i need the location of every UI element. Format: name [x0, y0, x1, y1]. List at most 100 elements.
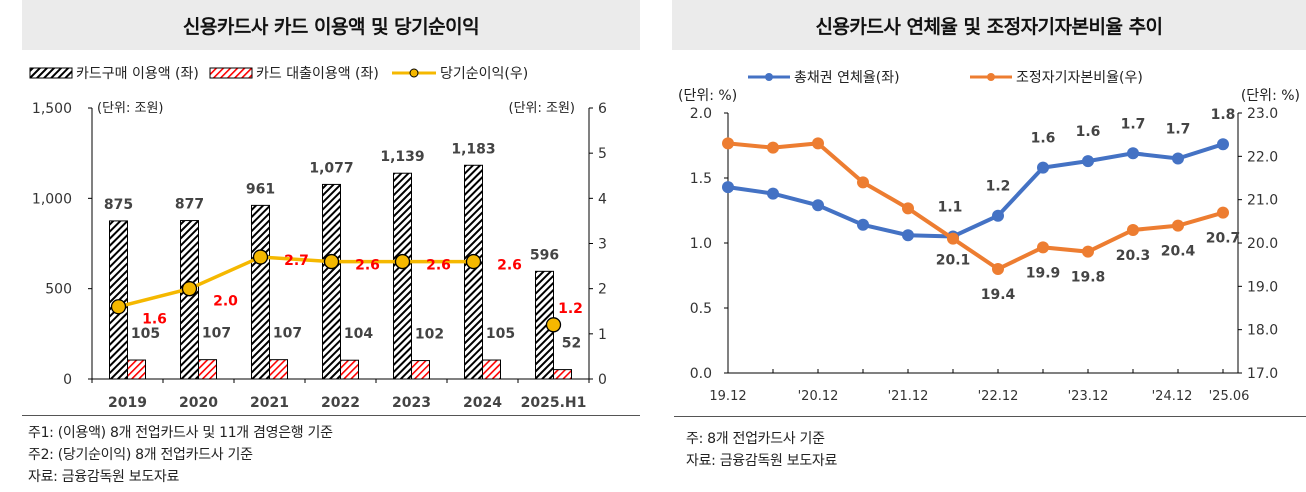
capital-ratio-point: [767, 141, 779, 154]
bar-loan: [553, 369, 572, 380]
right-tick-label: 23.0: [1247, 106, 1278, 122]
income-line: [118, 255, 474, 309]
capital-ratio-point: [812, 137, 824, 150]
capital-ratio-label: 20.7: [1206, 231, 1241, 247]
note-1: 주: 8개 전업카드사 기준: [686, 431, 825, 447]
capital-ratio-label: 20.4: [1161, 244, 1196, 260]
delinquency-point: [722, 181, 734, 194]
right-tick-label: 6: [598, 101, 607, 117]
x-tick-label: 2025.H1: [521, 395, 587, 411]
delinquency-label: 1.2: [986, 179, 1011, 195]
left-axis-unit: (단위: 조원): [97, 101, 164, 116]
delinquency-point: [767, 187, 779, 200]
capital-ratio-line: [727, 141, 1224, 272]
source-note: 자료: 금융감독원 보도자료: [686, 453, 838, 469]
bar-label-purchase: 1,183: [451, 141, 495, 157]
x-tick-label: 19.12: [709, 389, 746, 404]
delinquency-point: [812, 199, 824, 212]
income-point: [323, 253, 340, 270]
capital-ratio-point: [992, 263, 1004, 275]
bar-label-purchase: 596: [530, 247, 559, 263]
right-tick-label: 21.0: [1247, 193, 1278, 209]
right-tick-label: 22.0: [1247, 149, 1278, 165]
left-tick-label: 500: [45, 282, 72, 298]
bar-label-loan: 104: [344, 326, 373, 342]
capital-ratio-label: 19.9: [1026, 265, 1061, 281]
capital-ratio-point: [902, 202, 914, 215]
bar-purchase: [251, 204, 270, 380]
right-tick-label: 2: [598, 282, 607, 298]
delinquency-point: [1217, 138, 1229, 151]
right-notes: 주: 8개 전업카드사 기준 자료: 금융감독원 보도자료: [686, 428, 837, 472]
bar-label-purchase: 961: [246, 181, 275, 197]
right-axis-unit: (단위: %): [1241, 88, 1300, 104]
left-notes: 주1: (이용액) 8개 전업카드사 및 11개 겸영은행 기준 주2: (당기…: [28, 422, 333, 488]
income-point: [545, 317, 562, 333]
delinquency-point: [1082, 155, 1094, 168]
bar-label-loan: 107: [202, 326, 231, 342]
x-tick-label: '25.06: [1209, 389, 1250, 404]
left-tick-label: 2.0: [690, 106, 712, 122]
bar-loan: [269, 359, 288, 380]
x-tick-label: '24.12: [1152, 389, 1193, 404]
left-tick-label: 1,000: [32, 191, 72, 207]
right-tick-label: 5: [598, 146, 607, 162]
bar-label-loan: 105: [486, 326, 515, 342]
capital-ratio-label: 20.1: [936, 253, 971, 269]
bar-loan: [198, 359, 217, 380]
x-tick-label: '22.12: [978, 389, 1019, 404]
right-chart-title: 신용카드사 연체율 및 조정자기자본비율 추이: [672, 0, 1306, 50]
left-chart-title: 신용카드사 카드 이용액 및 당기순이익: [22, 0, 640, 50]
income-point: [110, 299, 127, 315]
income-point: [394, 253, 411, 270]
right-tick-label: 17.0: [1247, 366, 1278, 382]
capital-ratio-point: [947, 232, 959, 245]
capital-ratio-point: [1037, 241, 1049, 254]
delinquency-point: [857, 218, 869, 231]
legend-label: 조정자기자본비율(우): [1016, 70, 1143, 86]
income-label: 2.6: [355, 258, 380, 274]
note-2: 주2: (당기순이익) 8개 전업카드사 기준: [28, 447, 253, 463]
right-tick-label: 1: [598, 327, 607, 343]
delinquency-label: 1.1: [938, 200, 963, 216]
legend-swatch-purchase: [29, 67, 73, 79]
left-axis-unit: (단위: %): [678, 88, 737, 104]
x-tick-label: '21.12: [888, 389, 929, 404]
x-tick-label: 2020: [179, 395, 218, 411]
delinquency-label: 1.6: [1031, 131, 1056, 147]
bar-purchase: [322, 183, 341, 380]
bar-loan: [340, 359, 359, 380]
note-1: 주1: (이용액) 8개 전업카드사 및 11개 겸영은행 기준: [28, 425, 333, 441]
delinquency-label: 1.7: [1166, 122, 1191, 138]
capital-ratio-point: [1082, 245, 1094, 258]
right-tick-label: 19.0: [1247, 279, 1278, 295]
left-tick-label: 0.0: [690, 366, 712, 382]
bar-purchase: [393, 172, 412, 380]
income-label: 2.7: [284, 253, 309, 269]
source-note: 자료: 금융감독원 보도자료: [28, 469, 180, 485]
right-tick-label: 20.0: [1247, 236, 1278, 252]
income-label: 1.6: [142, 312, 167, 328]
capital-ratio-label: 19.8: [1071, 270, 1106, 286]
x-tick-label: 2021: [250, 395, 289, 411]
delinquency-point: [1037, 161, 1049, 174]
bar-label-loan: 107: [273, 326, 302, 342]
bar-purchase: [464, 164, 483, 380]
capital-ratio-point: [1172, 219, 1184, 232]
bar-loan: [411, 360, 430, 380]
left-tick-label: 1.5: [690, 171, 712, 187]
capital-ratio-label: 20.3: [1116, 248, 1151, 264]
left-tick-label: 1,500: [32, 101, 72, 117]
legend-label-purchase: 카드구매 이용액 (좌): [76, 66, 199, 82]
left-tick-label: 1.0: [690, 236, 712, 252]
x-tick-label: 2019: [108, 395, 147, 411]
bar-label-purchase: 877: [175, 197, 204, 213]
bar-label-loan: 102: [415, 327, 444, 343]
legend-marker: [765, 73, 773, 81]
x-tick-label: 2022: [321, 395, 360, 411]
income-label: 1.2: [558, 301, 583, 317]
left-tick-label: 0: [63, 372, 72, 388]
legend-marker-income: [409, 68, 419, 78]
left-chart: 카드구매 이용액 (좌) 카드 대출이용액 (좌) 당기순이익(우) (단위: 조원)…: [29, 66, 607, 411]
x-tick-label: 2023: [392, 395, 431, 411]
